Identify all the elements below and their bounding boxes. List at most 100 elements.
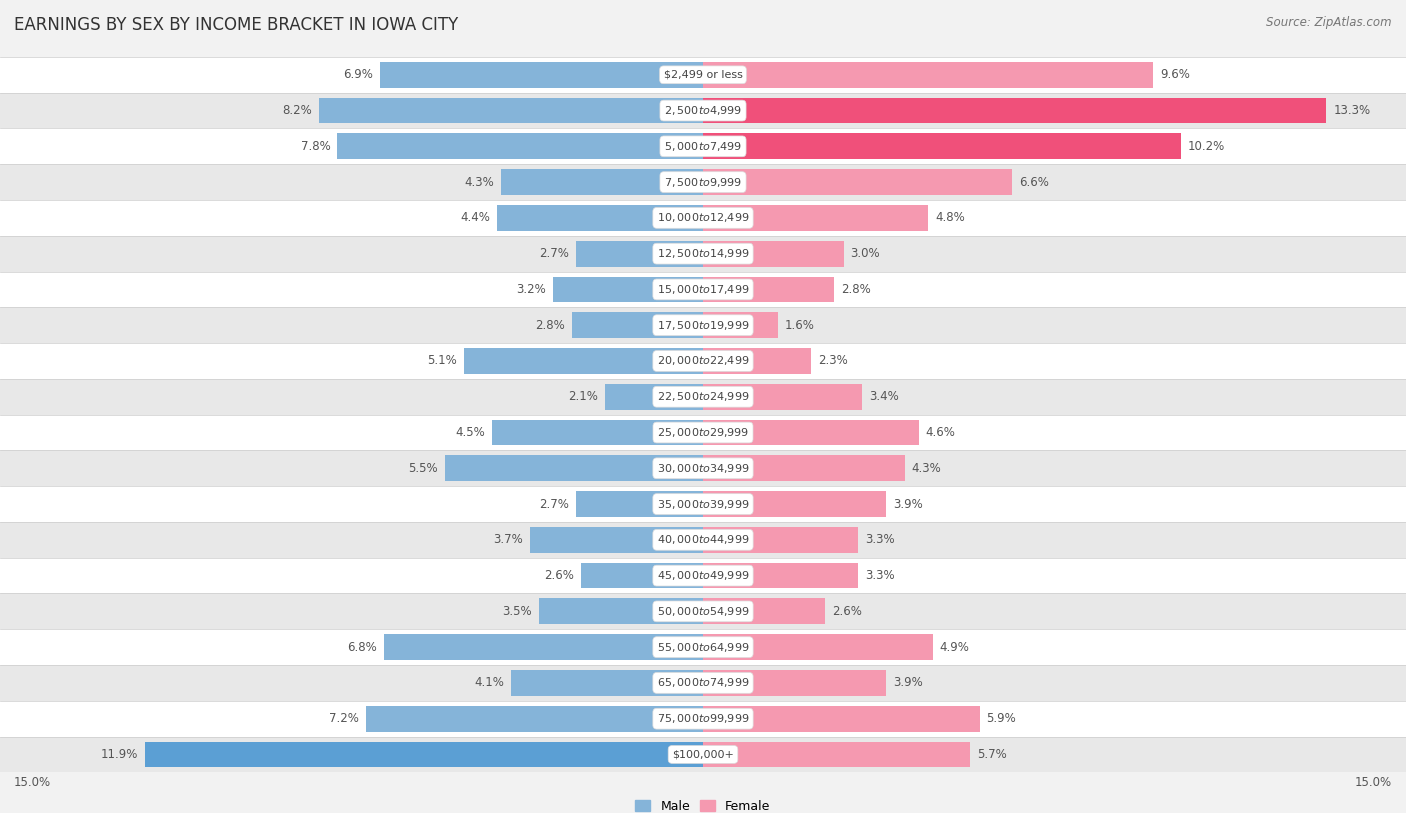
Bar <box>703 312 778 338</box>
Bar <box>703 384 862 410</box>
Bar <box>0 128 1406 164</box>
Text: 6.8%: 6.8% <box>347 641 377 654</box>
Bar <box>0 164 1406 200</box>
Bar <box>0 93 1406 128</box>
Bar <box>0 522 1406 558</box>
Bar <box>576 241 703 267</box>
Bar <box>0 701 1406 737</box>
Text: EARNINGS BY SEX BY INCOME BRACKET IN IOWA CITY: EARNINGS BY SEX BY INCOME BRACKET IN IOW… <box>14 16 458 34</box>
Text: 13.3%: 13.3% <box>1333 104 1371 117</box>
Text: 4.3%: 4.3% <box>911 462 941 475</box>
Text: $40,000 to $44,999: $40,000 to $44,999 <box>657 533 749 546</box>
Bar <box>703 598 825 624</box>
Bar <box>0 379 1406 415</box>
Text: $55,000 to $64,999: $55,000 to $64,999 <box>657 641 749 654</box>
Text: 4.3%: 4.3% <box>465 176 495 189</box>
Text: 3.9%: 3.9% <box>893 498 922 511</box>
Bar <box>0 737 1406 772</box>
Text: 5.7%: 5.7% <box>977 748 1007 761</box>
Text: 6.6%: 6.6% <box>1019 176 1049 189</box>
Text: 7.8%: 7.8% <box>301 140 330 153</box>
Bar <box>530 527 703 553</box>
Text: 3.5%: 3.5% <box>502 605 531 618</box>
Text: 4.4%: 4.4% <box>460 211 489 224</box>
Text: $45,000 to $49,999: $45,000 to $49,999 <box>657 569 749 582</box>
Text: 3.2%: 3.2% <box>516 283 546 296</box>
Bar <box>0 200 1406 236</box>
Text: $10,000 to $12,499: $10,000 to $12,499 <box>657 211 749 224</box>
Bar <box>0 665 1406 701</box>
Bar <box>703 455 904 481</box>
Bar <box>703 241 844 267</box>
Bar <box>703 169 1012 195</box>
Text: 5.1%: 5.1% <box>427 354 457 367</box>
Bar <box>703 205 928 231</box>
Text: 2.6%: 2.6% <box>544 569 574 582</box>
Text: 3.4%: 3.4% <box>869 390 898 403</box>
Bar <box>703 563 858 589</box>
Text: $50,000 to $54,999: $50,000 to $54,999 <box>657 605 749 618</box>
Bar <box>0 57 1406 93</box>
Bar <box>319 98 703 124</box>
Text: 15.0%: 15.0% <box>1355 776 1392 789</box>
Bar <box>703 491 886 517</box>
Bar <box>703 348 811 374</box>
Bar <box>0 343 1406 379</box>
Bar <box>0 629 1406 665</box>
Text: $2,499 or less: $2,499 or less <box>664 70 742 80</box>
Bar <box>0 486 1406 522</box>
Text: $65,000 to $74,999: $65,000 to $74,999 <box>657 676 749 689</box>
Text: $100,000+: $100,000+ <box>672 750 734 759</box>
Text: 4.6%: 4.6% <box>925 426 956 439</box>
Text: 2.1%: 2.1% <box>568 390 598 403</box>
Text: $7,500 to $9,999: $7,500 to $9,999 <box>664 176 742 189</box>
Bar <box>464 348 703 374</box>
Bar <box>581 563 703 589</box>
Text: 1.6%: 1.6% <box>785 319 815 332</box>
Bar <box>703 420 918 446</box>
Text: $5,000 to $7,499: $5,000 to $7,499 <box>664 140 742 153</box>
Text: 4.9%: 4.9% <box>939 641 970 654</box>
Text: 3.9%: 3.9% <box>893 676 922 689</box>
Bar <box>0 558 1406 593</box>
Text: 2.8%: 2.8% <box>841 283 870 296</box>
Text: 9.6%: 9.6% <box>1160 68 1189 81</box>
Text: $75,000 to $99,999: $75,000 to $99,999 <box>657 712 749 725</box>
Text: 5.5%: 5.5% <box>409 462 439 475</box>
Bar <box>576 491 703 517</box>
Bar <box>605 384 703 410</box>
Text: 5.9%: 5.9% <box>987 712 1017 725</box>
Text: 3.3%: 3.3% <box>865 533 894 546</box>
Bar <box>572 312 703 338</box>
Bar <box>703 62 1153 88</box>
Bar <box>703 741 970 767</box>
Text: 3.3%: 3.3% <box>865 569 894 582</box>
Text: 2.8%: 2.8% <box>536 319 565 332</box>
Bar <box>0 415 1406 450</box>
Text: $35,000 to $39,999: $35,000 to $39,999 <box>657 498 749 511</box>
Text: 4.5%: 4.5% <box>456 426 485 439</box>
Text: 2.6%: 2.6% <box>832 605 862 618</box>
Bar <box>553 276 703 302</box>
Bar <box>145 741 703 767</box>
Bar <box>446 455 703 481</box>
Bar <box>337 133 703 159</box>
Text: $20,000 to $22,499: $20,000 to $22,499 <box>657 354 749 367</box>
Text: $15,000 to $17,499: $15,000 to $17,499 <box>657 283 749 296</box>
Bar <box>0 307 1406 343</box>
Text: 6.9%: 6.9% <box>343 68 373 81</box>
Text: Source: ZipAtlas.com: Source: ZipAtlas.com <box>1267 16 1392 29</box>
Text: 7.2%: 7.2% <box>329 712 359 725</box>
Bar <box>703 133 1181 159</box>
Text: 2.3%: 2.3% <box>818 354 848 367</box>
Text: 15.0%: 15.0% <box>14 776 51 789</box>
Text: 11.9%: 11.9% <box>101 748 138 761</box>
Text: 10.2%: 10.2% <box>1188 140 1225 153</box>
Bar <box>384 634 703 660</box>
Text: $17,500 to $19,999: $17,500 to $19,999 <box>657 319 749 332</box>
Bar <box>0 593 1406 629</box>
Text: 3.7%: 3.7% <box>494 533 523 546</box>
Bar <box>703 670 886 696</box>
Bar <box>496 205 703 231</box>
Text: $22,500 to $24,999: $22,500 to $24,999 <box>657 390 749 403</box>
